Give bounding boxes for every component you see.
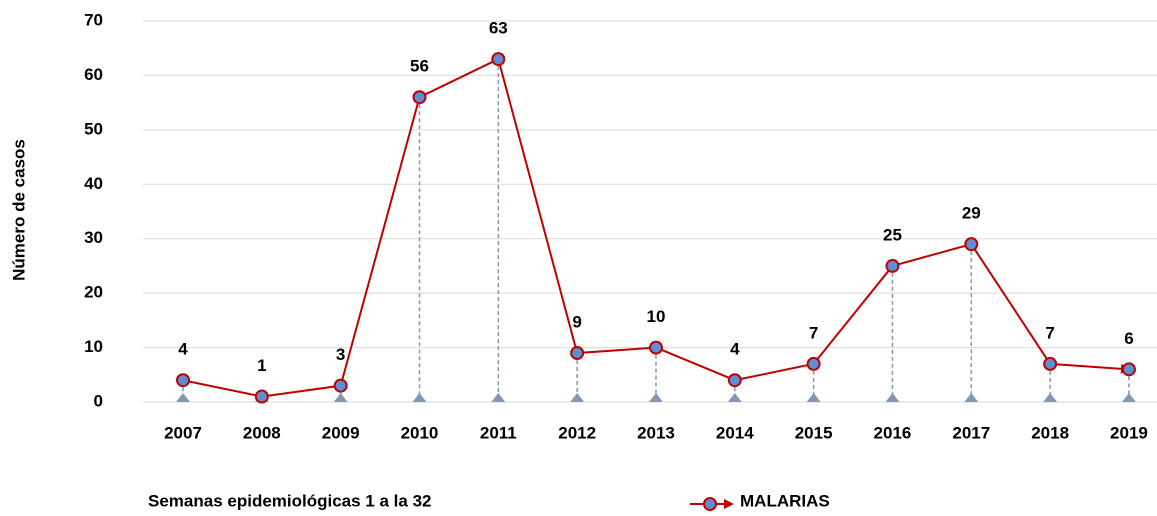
- y-tick-label: 70: [84, 10, 103, 29]
- legend-label: MALARIAS: [740, 491, 830, 510]
- data-label: 9: [572, 312, 581, 331]
- point: [727, 373, 742, 388]
- point: [412, 90, 427, 105]
- point: [570, 346, 585, 361]
- data-label: 6: [1124, 329, 1133, 348]
- x-axis-label: Semanas epidemiológicas 1 a la 32: [148, 491, 431, 510]
- drop-base: [570, 393, 585, 402]
- point: [176, 373, 190, 388]
- x-tick-label: 2018: [1031, 423, 1069, 442]
- data-label: 25: [883, 225, 902, 244]
- point: [885, 258, 900, 273]
- x-tick-label: 2012: [558, 423, 596, 442]
- y-tick-label: 40: [84, 174, 103, 193]
- x-tick-label: 2013: [637, 423, 675, 442]
- y-tick-label: 10: [84, 337, 103, 356]
- y-tick-label: 30: [84, 228, 103, 247]
- legend-marker: [703, 497, 717, 511]
- x-tick-label: 2010: [401, 423, 439, 442]
- x-tick-label: 2015: [795, 423, 833, 442]
- data-label: 7: [1045, 323, 1054, 342]
- x-tick-label: 2011: [480, 423, 517, 442]
- data-label: 10: [647, 307, 666, 326]
- point: [333, 378, 348, 393]
- x-tick-label: 2007: [164, 423, 202, 442]
- x-tick-label: 2009: [322, 423, 360, 442]
- drop-base: [412, 393, 427, 402]
- data-label: 1: [257, 356, 266, 375]
- drop-base: [1121, 393, 1136, 402]
- x-tick-label: 2017: [952, 423, 990, 442]
- drop-base: [333, 393, 348, 402]
- data-label: 4: [178, 340, 188, 359]
- y-tick-label: 0: [94, 391, 103, 410]
- x-tick-label: 2019: [1110, 423, 1148, 442]
- drop-base: [727, 393, 742, 402]
- drop-base: [964, 393, 979, 402]
- point: [964, 237, 979, 252]
- drop-base: [491, 393, 506, 402]
- y-axis-label: Número de casos: [9, 139, 28, 281]
- data-label: 56: [410, 57, 429, 76]
- drop-base: [648, 393, 663, 402]
- point: [1121, 362, 1136, 377]
- data-label: 29: [962, 204, 981, 223]
- drop-base: [1043, 393, 1058, 402]
- data-label: 3: [336, 345, 345, 364]
- x-tick-label: 2016: [874, 423, 912, 442]
- data-label: 63: [489, 19, 508, 38]
- y-tick-label: 50: [84, 119, 103, 138]
- data-label: 4: [730, 340, 740, 359]
- data-label: 7: [809, 323, 818, 342]
- x-tick-label: 2008: [243, 423, 281, 442]
- x-tick-label: 2014: [716, 423, 754, 442]
- y-tick-label: 20: [84, 283, 103, 302]
- point: [1043, 356, 1058, 371]
- point: [806, 356, 821, 371]
- point: [254, 389, 269, 404]
- point: [491, 52, 506, 67]
- drop-base: [806, 393, 821, 402]
- drop-base: [885, 393, 900, 402]
- y-tick-label: 60: [84, 65, 103, 84]
- drop-base: [176, 393, 190, 402]
- point: [648, 340, 663, 355]
